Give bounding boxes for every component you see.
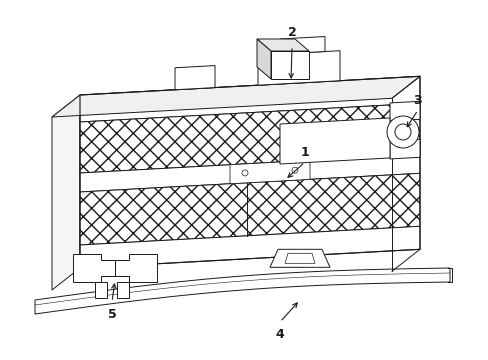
Circle shape <box>386 116 418 148</box>
Polygon shape <box>270 51 308 79</box>
Text: 2: 2 <box>287 26 296 39</box>
Polygon shape <box>280 36 325 54</box>
Polygon shape <box>80 103 419 173</box>
Polygon shape <box>175 66 215 90</box>
Polygon shape <box>280 118 389 164</box>
Text: 5: 5 <box>107 307 116 320</box>
Polygon shape <box>257 39 270 79</box>
Polygon shape <box>52 76 419 117</box>
Polygon shape <box>229 160 309 184</box>
Polygon shape <box>95 282 107 298</box>
Polygon shape <box>80 173 419 245</box>
Polygon shape <box>73 254 115 282</box>
Polygon shape <box>35 268 449 314</box>
Polygon shape <box>389 101 419 121</box>
Polygon shape <box>80 154 419 192</box>
Polygon shape <box>269 249 329 267</box>
Polygon shape <box>80 76 419 122</box>
Polygon shape <box>117 282 129 298</box>
Text: 3: 3 <box>413 94 422 107</box>
Polygon shape <box>389 139 419 159</box>
Polygon shape <box>258 51 339 85</box>
Polygon shape <box>115 254 157 282</box>
Text: 1: 1 <box>300 145 309 158</box>
Polygon shape <box>257 39 308 51</box>
Polygon shape <box>80 226 419 268</box>
Polygon shape <box>52 95 80 290</box>
Text: 4: 4 <box>275 328 284 341</box>
